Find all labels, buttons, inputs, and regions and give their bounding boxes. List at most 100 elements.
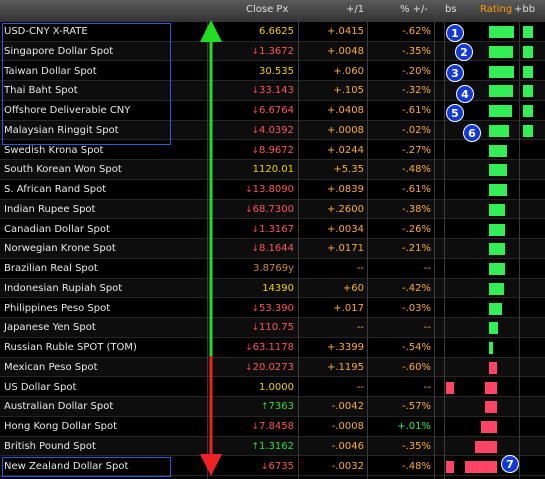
row-divider [0,198,545,200]
rating-bar [465,460,497,473]
security-name[interactable]: Mexican Peso Spot [4,361,98,373]
annotation-badge: 6 [463,124,481,142]
header-pct-change[interactable]: % +/- [400,4,429,15]
table-row[interactable]: Indian Rupee Spot ↓68.7300 +.2600 -.38% [0,199,545,220]
security-name[interactable]: Australian Dollar Spot [4,401,114,413]
security-name[interactable]: S. African Rand Spot [4,184,107,195]
net-change: +.0415 [326,26,364,37]
rating-bar [489,164,507,177]
net-change: +.0839 [326,184,364,195]
pct-change: -- [423,322,431,334]
header-bs[interactable]: bs [445,4,457,15]
security-name[interactable]: Japanese Yen Spot [4,322,96,334]
highlight-box-top [2,23,171,145]
pct-change: -.61% [401,105,431,116]
security-name[interactable]: New Zealand Dollar Spot [4,460,129,472]
security-name[interactable]: Hong Kong Dollar Spot [4,421,118,432]
table-row[interactable]: Malaysian Ringgit Spot ↓4.0392 +.0008 -.02% [0,120,545,141]
rating-bar [489,45,513,58]
pct-change: -.20% [401,65,431,77]
row-divider [0,119,545,121]
table-row[interactable]: Australian Dollar Spot ↑7363 -.0042 -.57% [0,397,545,417]
rating-bar [489,85,513,98]
pct-change: -.38% [401,203,431,215]
pct-change: -.48% [401,164,431,176]
security-name[interactable]: Thai Baht Spot [4,85,78,97]
net-change: -.0042 [331,401,364,413]
row-divider [0,435,545,437]
column-divider [298,22,299,479]
rating-bar-secondary [523,45,533,58]
table-row[interactable]: Thai Baht Spot ↓33.143 +.105 -.32% [0,81,545,101]
pct-change: -- [423,381,431,393]
security-name[interactable]: US Dollar Spot [4,381,77,393]
close-price: ↓7.8458 [251,421,294,432]
table-row[interactable]: S. African Rand Spot ↓13.8090 +.0839 -.61% [0,180,545,200]
table-row[interactable]: South Korean Won Spot 1120.01 +5.35 -.48% [0,160,545,180]
table-row[interactable]: Japanese Yen Spot ↓110.75 -- -- [0,318,545,338]
row-divider [0,40,545,42]
row-divider [0,475,545,477]
security-name[interactable]: Offshore Deliverable CNY [4,105,131,116]
security-name[interactable]: South Korean Won Spot [4,164,122,176]
security-name[interactable]: Malaysian Ringgit Spot [4,124,119,136]
net-change: +.0171 [326,243,364,255]
row-divider [0,218,545,220]
net-change: +.2600 [326,203,364,215]
security-name[interactable]: USD-CNY X-RATE [4,26,88,37]
table-row[interactable]: USD-CNY X-RATE 6.6625 +.0415 -.62% [0,22,545,42]
close-price: ↓8.1644 [251,243,294,255]
net-change: +.0244 [326,144,364,156]
close-price: ↓1.3167 [251,223,294,235]
table-row[interactable]: Philippines Peso Spot ↓53.390 +.017 -.03% [0,299,545,319]
up-tick-icon: ↑ [261,402,269,413]
close-price: ↓53.390 [251,302,294,314]
header-rating-suffix[interactable]: +bb [514,4,536,15]
table-row[interactable]: British Pound Spot ↑1.3162 -.0046 -.35% [0,436,545,457]
security-name[interactable]: Singapore Dollar Spot [4,45,114,57]
security-name[interactable]: Swedish Krona Spot [4,144,104,156]
security-name[interactable]: Indonesian Rupiah Spot [4,282,123,294]
table-row[interactable]: Norwegian Krone Spot ↓8.1644 +.0171 -.21% [0,239,545,259]
column-divider [367,22,368,479]
rating-bar-secondary [446,381,454,394]
pct-change: -.42% [401,282,431,294]
row-divider [0,455,545,457]
table-row[interactable]: Russian Ruble SPOT (TOM) ↓63.1178 +.3399 -.… [0,338,545,358]
table-row[interactable]: US Dollar Spot 1.0000 -- -- [0,378,545,398]
header-rating[interactable]: Rating [480,4,513,15]
header-change[interactable]: +/1 [346,4,365,15]
row-divider [0,99,545,101]
net-change: +.0008 [326,124,364,136]
table-row[interactable]: Hong Kong Dollar Spot ↓7.8458 -.0008 +.01% [0,417,545,437]
rating-bar-secondary [446,460,454,473]
table-row[interactable]: Brazilian Real Spot 3.8769y -- -- [0,259,545,279]
row-divider [0,257,545,259]
table-row[interactable]: Swedish Krona Spot ↓8.9672 +.0244 -.27% [0,141,545,161]
security-name[interactable]: Brazilian Real Spot [4,263,98,274]
security-name[interactable]: Canadian Dollar Spot [4,223,110,235]
rating-bar-secondary [523,124,533,137]
table-row[interactable]: New Zealand Dollar Spot ↓6735 -.0032 -.48% [0,457,545,477]
table-row[interactable]: Canadian Dollar Spot ↓1.3167 +.0034 -.26% [0,220,545,240]
column-divider [207,22,208,479]
down-tick-icon: ↓ [245,204,253,215]
table-row[interactable]: Offshore Deliverable CNY ↓6.6764 +.0408 -.6… [0,101,545,121]
security-name[interactable]: Philippines Peso Spot [4,302,111,314]
net-change: +.0048 [326,45,364,57]
column-header-bar: Close Px +/1 % +/- bs Rating +bb [0,0,545,22]
table-row[interactable]: Singapore Dollar Spot ↓1.3672 +.0048 -.35% [0,41,545,62]
pct-change: -.62% [401,26,431,37]
down-tick-icon: ↓ [251,303,259,314]
pct-change: -.26% [401,223,431,235]
security-name[interactable]: Russian Ruble SPOT (TOM) [4,342,137,353]
security-name[interactable]: British Pound Spot [4,440,96,452]
row-divider [0,396,545,398]
table-row[interactable]: Taiwan Dollar Spot 30.535 +.060 -.20% [0,62,545,82]
security-name[interactable]: Norwegian Krone Spot [4,243,116,255]
header-close-px[interactable]: Close Px [246,4,289,15]
security-name[interactable]: Taiwan Dollar Spot [4,65,97,77]
table-row[interactable]: Indonesian Rupiah Spot 14390 +60 -.42% [0,278,545,299]
security-name[interactable]: Indian Rupee Spot [4,203,96,215]
table-row[interactable]: Mexican Peso Spot ↓20.0273 +.1195 -.60% [0,357,545,378]
